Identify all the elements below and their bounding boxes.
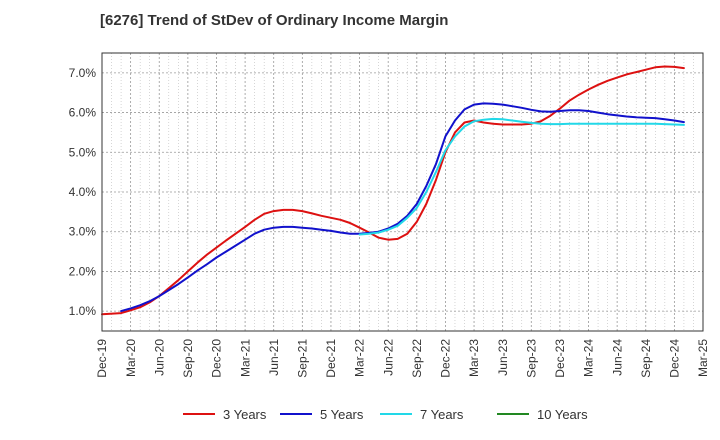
x-tick-label: Mar-24: [582, 339, 596, 377]
x-tick-label: Jun-21: [267, 339, 281, 376]
x-tick-label: Dec-19: [95, 339, 109, 378]
y-tick-label: 7.0%: [69, 66, 97, 80]
x-tick-label: Dec-23: [553, 339, 567, 378]
legend: 3 Years 5 Years 7 Years 10 Years: [183, 407, 588, 422]
chart-title: [6276] Trend of StDev of Ordinary Income…: [100, 12, 449, 29]
series-line-7-years: [358, 117, 685, 236]
y-tick-label: 4.0%: [69, 185, 97, 199]
x-tick-label: Sep-20: [181, 339, 195, 378]
x-tick-label: Jun-20: [152, 339, 166, 376]
legend-item: 10 Years: [497, 407, 588, 422]
legend-item: 3 Years: [183, 407, 267, 422]
grid-lines: [101, 53, 704, 331]
legend-label: 5 Years: [320, 407, 364, 422]
x-tick-label: Dec-20: [210, 339, 224, 378]
series-line-3-years: [101, 65, 685, 316]
x-tick-label: Sep-24: [639, 339, 653, 378]
series-line-5-years: [120, 102, 685, 313]
x-tick-label: Dec-21: [324, 339, 338, 378]
x-tick-label: Mar-25: [696, 339, 710, 377]
x-tick-label: Mar-21: [238, 339, 252, 377]
x-tick-label: Jun-24: [610, 339, 624, 376]
legend-item: 7 Years: [380, 407, 464, 422]
x-tick-label: Mar-23: [467, 339, 481, 377]
x-tick-label: Jun-23: [496, 339, 510, 376]
y-tick-label: 3.0%: [69, 225, 97, 239]
legend-label: 7 Years: [420, 407, 464, 422]
y-tick-label: 6.0%: [69, 106, 97, 120]
series-lines: [101, 65, 685, 316]
x-tick-label: Sep-22: [410, 339, 424, 378]
y-tick-label: 5.0%: [69, 145, 97, 159]
x-tick-label: Sep-23: [524, 339, 538, 378]
plot-frame: [101, 52, 704, 332]
x-tick-label: Mar-22: [353, 339, 367, 377]
x-axis-ticks: Dec-19 Mar-20 Jun-20 Sep-20 Dec-20 Mar-21 Jun-…: [95, 339, 710, 378]
x-tick-label: Dec-24: [668, 339, 682, 378]
legend-label: 3 Years: [223, 407, 267, 422]
x-tick-label: Sep-21: [296, 339, 310, 378]
y-axis-ticks: 1.0% 2.0% 3.0% 4.0% 5.0% 6.0% 7.0%: [69, 66, 97, 318]
x-tick-label: Mar-20: [124, 339, 138, 377]
y-tick-label: 2.0%: [69, 264, 97, 278]
legend-label: 10 Years: [537, 407, 588, 422]
legend-item: 5 Years: [280, 407, 364, 422]
x-tick-label: Jun-22: [381, 339, 395, 376]
x-tick-label: Dec-22: [439, 339, 453, 378]
y-tick-label: 1.0%: [69, 304, 97, 318]
